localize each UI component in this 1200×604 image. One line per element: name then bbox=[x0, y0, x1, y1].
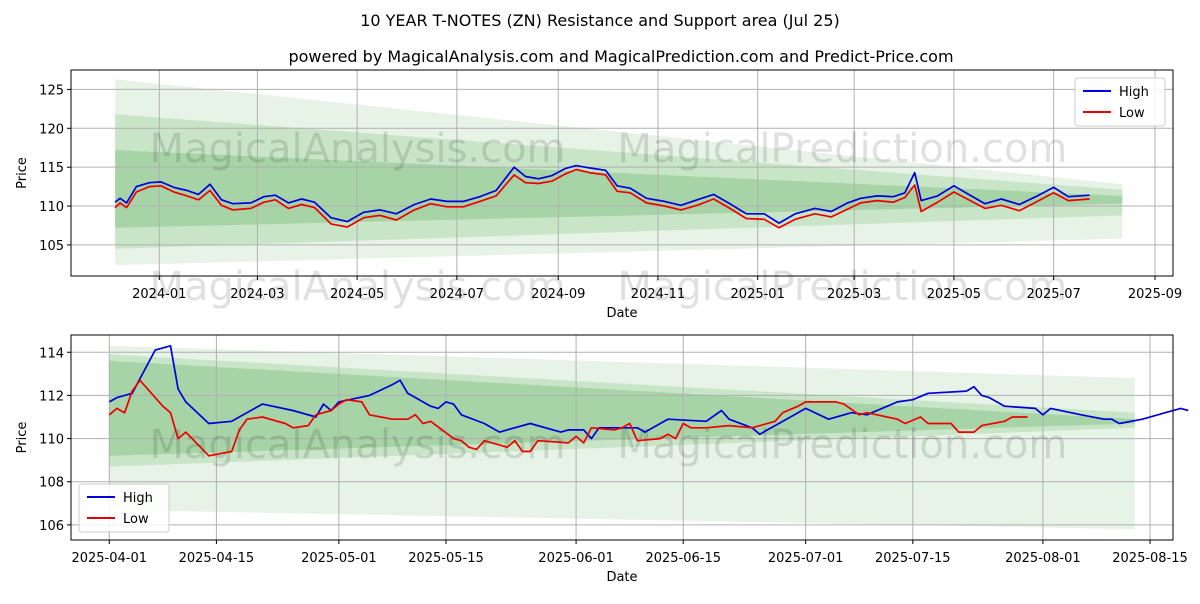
x-tick-label: 2025-07 bbox=[1026, 287, 1080, 302]
series-line-low bbox=[108, 379, 1028, 457]
chart-title: 10 YEAR T-NOTES (ZN) Resistance and Supp… bbox=[360, 11, 840, 30]
watermark-text: MagicalPrediction.com bbox=[617, 422, 1067, 468]
legend-label-low: Low bbox=[123, 512, 149, 527]
x-tick-label: 2025-04-15 bbox=[179, 551, 255, 566]
support-resistance-band-2 bbox=[109, 360, 1135, 456]
x-axis-label: Date bbox=[606, 570, 637, 585]
y-axis-label: Price bbox=[15, 157, 30, 189]
x-tick-label: 2025-01 bbox=[731, 287, 785, 302]
series-line-high bbox=[108, 344, 1189, 440]
x-tick-label: 2025-08-15 bbox=[1112, 551, 1188, 566]
x-tick-label: 2024-07 bbox=[430, 287, 484, 302]
y-tick-label: 106 bbox=[39, 519, 64, 534]
series-line-low bbox=[114, 168, 1090, 229]
chart-legend: High Low bbox=[78, 483, 170, 533]
support-resistance-band-2 bbox=[115, 150, 1123, 228]
plot-area-frame bbox=[70, 69, 1174, 277]
x-tick-label: 2025-09 bbox=[1128, 287, 1182, 302]
x-tick-label: 2025-06-01 bbox=[538, 551, 614, 566]
y-tick-label: 114 bbox=[39, 346, 64, 361]
y-tick-label: 115 bbox=[39, 161, 64, 176]
y-tick-label: 110 bbox=[39, 200, 64, 215]
legend-label-high: High bbox=[123, 491, 153, 506]
y-tick-label: 108 bbox=[39, 476, 64, 491]
watermark-text: MagicalAnalysis.com bbox=[149, 422, 565, 468]
x-tick-label: 2025-08-01 bbox=[1005, 551, 1081, 566]
x-tick-label: 2025-05-15 bbox=[408, 551, 484, 566]
legend-label-low: Low bbox=[1119, 106, 1145, 121]
watermark-text: MagicalAnalysis.com bbox=[149, 264, 565, 310]
y-axis-label: Price bbox=[15, 422, 30, 454]
watermark-text: MagicalPrediction.com bbox=[617, 264, 1067, 310]
chart-subtitle: powered by MagicalAnalysis.com and Magic… bbox=[288, 47, 953, 66]
x-tick-label: 2025-07-15 bbox=[875, 551, 951, 566]
y-tick-label: 125 bbox=[39, 83, 64, 98]
x-tick-label: 2024-05 bbox=[330, 287, 384, 302]
x-tick-label: 2024-03 bbox=[230, 287, 284, 302]
support-resistance-band-1 bbox=[115, 114, 1123, 249]
x-tick-label: 2025-07-01 bbox=[768, 551, 844, 566]
y-tick-label: 105 bbox=[39, 239, 64, 254]
y-tick-label: 112 bbox=[39, 389, 64, 404]
chart-legend: High Low bbox=[1074, 77, 1166, 127]
x-axis-label: Date bbox=[606, 306, 637, 321]
x-tick-label: 2024-01 bbox=[132, 287, 186, 302]
support-resistance-band-0 bbox=[115, 79, 1123, 266]
watermark-text: MagicalAnalysis.com bbox=[149, 126, 565, 172]
x-tick-label: 2024-09 bbox=[531, 287, 585, 302]
x-tick-label: 2025-05-01 bbox=[301, 551, 377, 566]
x-tick-label: 2025-03 bbox=[827, 287, 881, 302]
legend-label-high: High bbox=[1119, 85, 1149, 100]
x-tick-label: 2025-06-15 bbox=[645, 551, 721, 566]
chart-panel-bottom: 2025-04-01 2025-04-15 2025-05-01 2025-05-15… bbox=[15, 334, 1189, 585]
series-line-high bbox=[114, 164, 1090, 224]
y-tick-label: 120 bbox=[39, 122, 64, 137]
x-tick-label: 2025-04-01 bbox=[71, 551, 147, 566]
watermark-text: MagicalPrediction.com bbox=[617, 126, 1067, 172]
chart-panel-top: 2024-01 2024-03 2024-05 2024-07 2024-09 2024-… bbox=[15, 69, 1182, 321]
plot-area-frame bbox=[70, 334, 1174, 541]
x-tick-label: 2025-05 bbox=[927, 287, 981, 302]
support-resistance-band-0 bbox=[109, 345, 1135, 530]
x-tick-label: 2024-11 bbox=[631, 287, 685, 302]
y-tick-label: 110 bbox=[39, 433, 64, 448]
